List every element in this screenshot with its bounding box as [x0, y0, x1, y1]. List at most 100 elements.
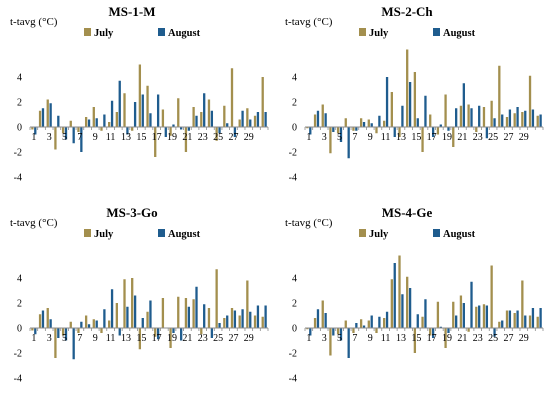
bar-july-day-12	[390, 279, 393, 328]
bar-july-day-19	[444, 328, 447, 348]
x-tick-label: 27	[228, 333, 238, 344]
bar-august-day-27	[233, 310, 237, 328]
bar-july-day-9	[92, 107, 95, 127]
x-tick-label: 29	[244, 333, 254, 344]
bar-july-day-24	[482, 107, 486, 127]
bar-july-day-20	[177, 296, 180, 328]
x-tick-label: 1	[306, 132, 311, 143]
bar-july-day-11	[108, 320, 111, 328]
x-tick-label: 19	[442, 132, 452, 143]
bar-august-day-9	[95, 118, 98, 127]
x-tick-label: 5	[62, 132, 67, 143]
bar-august-day-20	[180, 328, 183, 341]
bar-july-day-15	[138, 328, 142, 350]
bar-july-day-28	[513, 313, 516, 328]
legend-label-july: July	[369, 28, 389, 39]
bar-july-day-11	[108, 122, 111, 127]
bar-july-day-17	[154, 328, 157, 337]
x-tick-label: 7	[77, 333, 82, 344]
bar-july-day-16	[146, 85, 149, 127]
bar-august-day-16	[424, 95, 427, 127]
bar-july-day-9	[92, 319, 95, 328]
bar-july-day-10	[375, 328, 378, 333]
bar-july-day-14	[131, 127, 134, 131]
bar-august-day-28	[516, 310, 519, 328]
y-tick-label: 0	[17, 324, 22, 335]
bar-august-day-23	[478, 305, 481, 328]
bar-july-day-28	[238, 119, 241, 127]
chart-panel-ms-4-ge: MS-4-Ge t-tavg (°C) July August -4 -2 0 2 4 1 3 5 7 9…	[275, 201, 550, 402]
legend-label-august: August	[168, 229, 201, 240]
bar-july-day-11	[383, 120, 386, 127]
bar-august-day-21	[462, 83, 465, 127]
bar-august-day-7	[355, 323, 358, 328]
bar-july-day-14	[406, 49, 409, 127]
y-tick-label: 2	[17, 98, 22, 109]
bar-july-day-13	[123, 93, 126, 127]
x-tick-label: 9	[368, 132, 373, 143]
bar-august-day-11	[385, 311, 389, 328]
y-tick-label: -2	[289, 148, 297, 159]
y-tick-label: -4	[14, 173, 22, 184]
bar-july-day-23	[475, 127, 478, 132]
x-tick-label: 19	[167, 333, 177, 344]
x-tick-label: 17	[427, 333, 437, 344]
bar-august-day-31	[264, 305, 267, 328]
bar-august-day-14	[408, 288, 412, 328]
chart-panel-ms-2-ch: MS-2-Ch t-tavg (°C) July August -4 -2 0 2 4 1 3 5 7 9…	[275, 0, 550, 201]
bar-august-day-22	[470, 281, 473, 328]
bar-august-day-24	[210, 328, 214, 338]
y-tick-label: 0	[292, 324, 297, 335]
bar-august-day-18	[439, 326, 442, 328]
bar-august-day-16	[149, 113, 152, 127]
legend-swatch-august	[433, 28, 440, 36]
bar-august-day-14	[133, 102, 137, 127]
bar-july-day-22	[192, 299, 195, 328]
bar-july-day-21	[459, 105, 463, 127]
bar-july-day-26	[223, 105, 226, 127]
bar-august-day-2	[41, 310, 45, 328]
bar-july-day-9	[367, 119, 370, 127]
bar-july-day-6	[344, 118, 347, 127]
bar-july-day-15	[413, 328, 417, 353]
bar-july-day-12	[115, 112, 118, 127]
bar-august-day-25	[493, 118, 496, 127]
x-tick-label: 13	[121, 333, 131, 344]
x-tick-label: 7	[352, 333, 357, 344]
bar-august-day-11	[110, 289, 114, 328]
bar-august-day-2	[41, 108, 45, 127]
bar-august-day-5	[339, 127, 343, 142]
bar-august-day-15	[416, 118, 419, 127]
y-axis-label: t-tavg (°C)	[10, 217, 58, 229]
bar-august-day-31	[264, 112, 267, 127]
bar-july-day-16	[421, 127, 424, 152]
x-tick-label: 9	[93, 132, 98, 143]
bar-july-day-2	[38, 314, 42, 328]
bar-july-day-21	[184, 298, 188, 328]
bar-july-day-31	[536, 115, 539, 127]
bar-august-day-17	[431, 328, 435, 338]
bar-august-day-29	[249, 311, 252, 328]
x-tick-label: 25	[488, 333, 498, 344]
bar-august-day-16	[424, 299, 427, 328]
x-tick-label: 21	[182, 333, 192, 344]
x-tick-label: 1	[31, 333, 36, 344]
y-tick-label: 4	[292, 73, 297, 84]
x-tick-label: 13	[396, 132, 406, 143]
x-tick-label: 1	[31, 132, 36, 143]
bar-july-day-20	[177, 98, 180, 127]
bar-july-day-24	[207, 99, 211, 127]
bar-august-day-10	[103, 309, 106, 328]
bar-august-day-25	[493, 328, 496, 337]
bar-july-day-7	[352, 127, 355, 131]
legend-swatch-july	[84, 28, 91, 36]
bar-july-day-13	[398, 255, 401, 328]
x-tick-label: 15	[136, 132, 146, 143]
y-tick-label: 0	[17, 123, 22, 134]
x-tick-label: 23	[473, 333, 483, 344]
bar-august-day-7	[80, 321, 83, 328]
x-tick-label: 23	[473, 132, 483, 143]
bar-july-day-22	[467, 104, 470, 127]
